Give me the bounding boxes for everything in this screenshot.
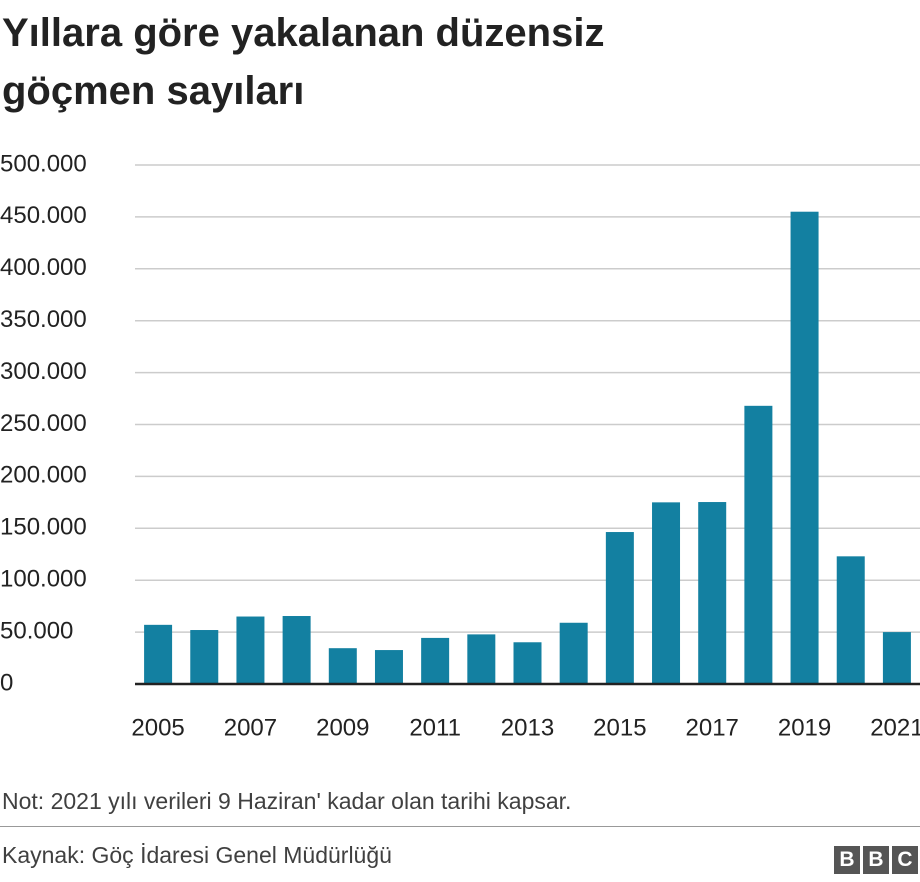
bar xyxy=(282,616,311,684)
note: Not: 2021 yılı verileri 9 Haziran' kadar… xyxy=(2,788,572,814)
y-tick-label: 250.000 xyxy=(0,410,87,437)
bar xyxy=(144,624,173,684)
chart-title: Yıllara göre yakalanan düzensiz göçmen s… xyxy=(2,11,605,113)
x-tick-label: 2015 xyxy=(593,714,646,741)
logo-letter: B xyxy=(834,846,860,874)
bar xyxy=(236,616,265,684)
x-tick-label: 2009 xyxy=(316,714,369,741)
bar xyxy=(698,502,727,684)
logo-letter: B xyxy=(863,846,889,874)
x-tick-label: 2005 xyxy=(131,714,184,741)
source: Kaynak: Göç İdaresi Genel Müdürlüğü xyxy=(2,842,392,868)
y-tick-label: 500.000 xyxy=(0,150,87,177)
x-tick-label: 2017 xyxy=(686,714,739,741)
y-tick-label: 50.000 xyxy=(0,617,73,644)
bar xyxy=(467,634,496,684)
bar xyxy=(836,556,865,684)
bar xyxy=(744,405,773,684)
bar xyxy=(882,632,911,684)
y-tick-label: 450.000 xyxy=(0,202,87,229)
bar xyxy=(605,532,634,684)
bar xyxy=(790,211,819,684)
y-tick-label: 150.000 xyxy=(0,514,87,541)
y-tick-label: 400.000 xyxy=(0,254,87,281)
bar xyxy=(374,650,403,684)
y-tick-label: 100.000 xyxy=(0,566,87,593)
bar xyxy=(328,648,357,684)
bar xyxy=(513,642,542,684)
bar xyxy=(421,637,450,684)
x-tick-label: 2013 xyxy=(501,714,554,741)
x-tick-label: 2011 xyxy=(409,714,461,741)
y-tick-label: 0 xyxy=(0,669,13,696)
bar xyxy=(559,622,588,684)
x-tick-label: 2019 xyxy=(778,714,831,741)
x-tick-label: 2007 xyxy=(224,714,277,741)
logo-letter: C xyxy=(892,846,918,874)
bar xyxy=(190,630,219,684)
y-tick-label: 350.000 xyxy=(0,306,87,333)
x-tick-label: 2021 xyxy=(870,714,920,741)
separator xyxy=(0,826,920,827)
bar xyxy=(652,502,681,684)
y-tick-label: 300.000 xyxy=(0,358,87,385)
y-tick-label: 200.000 xyxy=(0,462,87,489)
